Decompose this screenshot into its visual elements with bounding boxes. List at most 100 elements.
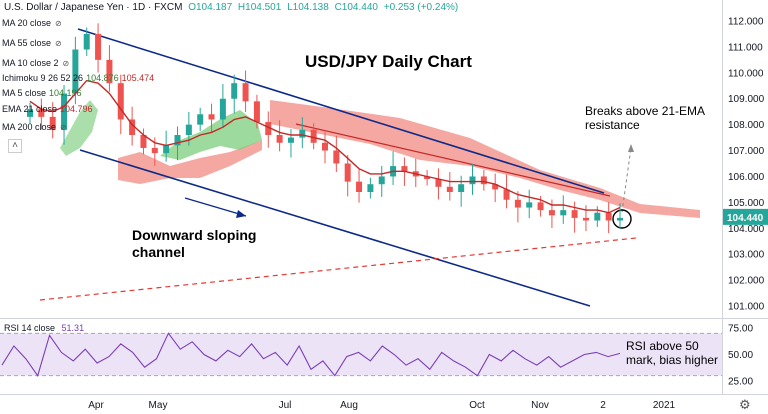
candle-body [276, 135, 283, 143]
candle-body [367, 184, 374, 192]
chart-title: USD/JPY Daily Chart [305, 52, 472, 71]
rsi-label: RSI 14 close [4, 323, 56, 333]
candle-body [287, 137, 294, 143]
ohlc-low: L104.138 [287, 2, 329, 13]
ichimoku-cloud-bearish [270, 100, 700, 218]
indicator-row[interactable]: MA 55 close ⊘ [2, 38, 62, 48]
candle-body [163, 145, 170, 154]
gear-icon[interactable]: ⚙ [739, 398, 751, 413]
candle-body [27, 109, 33, 117]
indicator-row[interactable]: MA 200 close ⊘ [2, 122, 67, 132]
candle-body [322, 142, 328, 151]
candle-body [208, 114, 215, 120]
price-tick-label: 103.000 [728, 250, 765, 261]
ichimoku-cloud-bullish [160, 110, 262, 160]
pane-separator [0, 318, 768, 319]
candle-body [446, 186, 453, 192]
price-tick-label: 109.000 [728, 94, 765, 105]
time-tick-label: Nov [531, 400, 549, 411]
arrow-head-icon [628, 144, 634, 152]
price-tick-label: 102.000 [728, 276, 765, 287]
indicator-value: 104.796 [60, 104, 93, 114]
resistance-line [295, 123, 611, 197]
time-tick-label: Apr [88, 400, 104, 411]
eye-hidden-icon[interactable]: ⊘ [62, 59, 70, 68]
candle-body [83, 33, 90, 50]
eye-hidden-icon[interactable]: ⊘ [55, 19, 62, 28]
candle-body [492, 184, 499, 190]
price-tick-label: 112.000 [728, 17, 764, 28]
ichimoku-cloud-bullish [60, 100, 98, 156]
rsi-tick-label: 25.00 [728, 377, 753, 388]
time-axis-border [0, 394, 768, 395]
price-tick-label: 106.000 [728, 172, 765, 183]
candle-body [537, 202, 544, 211]
candle-body [117, 83, 124, 120]
channel-direction-arrow [184, 197, 247, 217]
channel-upper-line [77, 28, 605, 194]
time-tick-label: Aug [340, 400, 358, 411]
candle-body [526, 202, 533, 208]
indicator-row[interactable]: MA 5 close 104.196 [2, 88, 82, 98]
candle-body [265, 122, 272, 135]
candle-body [560, 210, 567, 216]
breakout-circle [612, 209, 632, 229]
candle-body [344, 163, 351, 182]
price-tick-label: 108.000 [728, 120, 765, 131]
price-tick-label: 111.000 [728, 42, 763, 53]
candle-body [242, 83, 249, 102]
rsi-line [1, 332, 621, 377]
candle-body [401, 166, 408, 172]
candle-body [333, 150, 340, 164]
indicator-label: MA 5 close [2, 88, 47, 98]
candle-body [197, 114, 204, 125]
candle-body [571, 210, 578, 218]
candle-body [548, 210, 555, 216]
collapse-legend-button[interactable]: ˄ [8, 139, 22, 153]
candle-body [378, 176, 385, 185]
price-tick-label: 105.000 [728, 198, 765, 209]
symbol-header: U.S. Dollar / Japanese Yen · 1D · FXCM O… [4, 2, 461, 13]
price-tick-label: 110.000 [728, 68, 764, 79]
candle-body [140, 135, 147, 148]
ohlc-high: H104.501 [237, 2, 282, 13]
last-price-tag [723, 208, 768, 225]
candle-body [174, 135, 181, 146]
time-tick-label: Oct [469, 400, 485, 411]
arrow-head-icon [236, 210, 246, 218]
ema21-line [29, 79, 621, 214]
breakout-annotation: Breaks above 21-EMA resistance [585, 104, 706, 132]
rsi-tick-label: 50.00 [728, 350, 753, 361]
time-tick-label: May [149, 400, 168, 411]
eye-hidden-icon[interactable]: ⊘ [60, 123, 67, 132]
time-tick-label: 2 [600, 400, 606, 411]
candle-body [435, 179, 442, 187]
support-trendline [39, 237, 637, 301]
price-tick-label: 101.000 [728, 302, 765, 313]
indicator-row[interactable]: Ichimoku 9 26 52 26 104.876 105.474 [2, 73, 154, 83]
indicator-label: EMA 21 close [2, 104, 58, 114]
time-tick-label: Jul [279, 400, 292, 411]
breakout-arrow [621, 147, 632, 213]
candle-body [151, 147, 158, 154]
indicator-row[interactable]: MA 20 close ⊘ [2, 18, 62, 28]
candle-body [299, 129, 306, 138]
price-tick-label: 107.000 [728, 146, 765, 157]
candle-body [424, 176, 431, 180]
time-tick-label: 2021 [653, 400, 676, 411]
indicator-row[interactable]: EMA 21 close 104.796 [2, 104, 93, 114]
candle-body [185, 124, 192, 135]
indicator-value: 105.474 [121, 73, 155, 83]
indicator-row[interactable]: MA 10 close 2 ⊘ [2, 58, 69, 68]
candle-body [594, 212, 601, 221]
rsi-annotation: RSI above 50 mark, bias higher [626, 339, 719, 367]
eye-hidden-icon[interactable]: ⊘ [55, 39, 62, 48]
candle-body [514, 199, 521, 208]
symbol-name: U.S. Dollar / Japanese Yen · 1D · FXCM [4, 2, 183, 13]
indicator-value: 104.196 [49, 88, 82, 98]
chevron-up-icon: ˄ [12, 140, 18, 151]
candle-body [38, 109, 45, 117]
candle-body [219, 98, 226, 120]
candle-body [582, 217, 589, 221]
